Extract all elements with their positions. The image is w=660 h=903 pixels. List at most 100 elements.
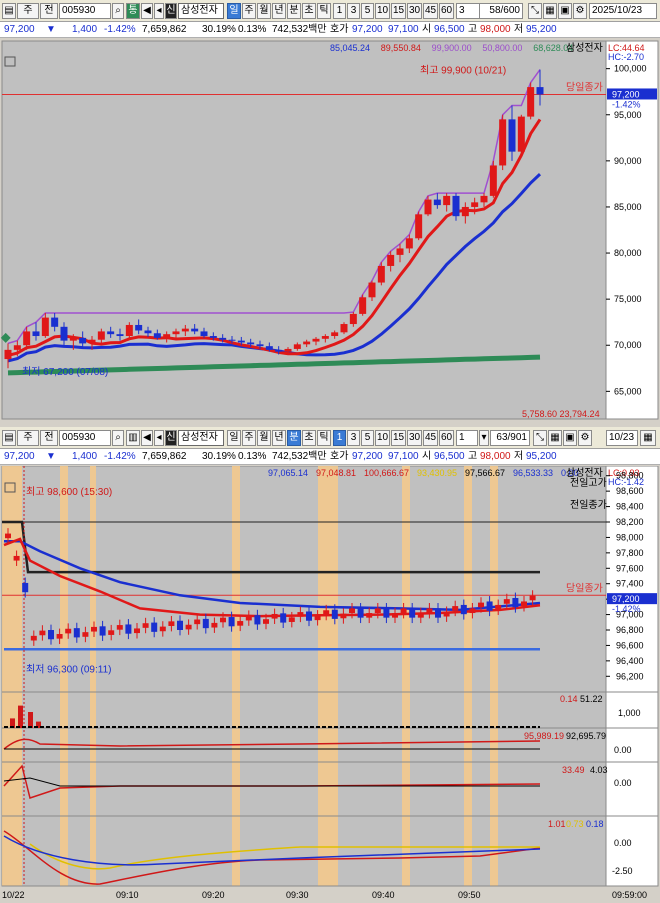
down-icon[interactable]: ▾ — [479, 430, 489, 446]
quote-volume: 7,659,862 — [142, 451, 187, 462]
period-tick[interactable]: 틱 — [317, 430, 331, 446]
prev-close-label: 당일종가 — [566, 81, 603, 93]
interval-1[interactable]: 1 — [333, 3, 346, 19]
ind1-red-line — [3, 738, 541, 750]
code-input[interactable]: 005930 — [59, 430, 111, 446]
sub-select[interactable]: 전 — [40, 3, 58, 19]
interval-30[interactable]: 30 — [407, 3, 422, 19]
zoom-icon[interactable]: ⤡ — [533, 430, 547, 446]
candle-body — [396, 248, 404, 255]
candle-body — [168, 621, 175, 626]
code-input[interactable]: 005930 — [59, 3, 111, 19]
menu-icon[interactable]: ▤ — [2, 430, 16, 446]
quote-ask: 97,100 — [388, 24, 419, 35]
settings-icon[interactable]: ⚙ — [573, 3, 587, 19]
interval-45[interactable]: 45 — [423, 3, 438, 19]
candle-body — [349, 608, 355, 614]
interval-60[interactable]: 60 — [439, 430, 454, 446]
period-second[interactable]: 초 — [302, 430, 316, 446]
quote-low: 95,200 — [526, 451, 557, 462]
market-select[interactable]: 주 — [17, 430, 39, 446]
interval-10[interactable]: 10 — [375, 430, 390, 446]
candle-body — [228, 339, 236, 341]
search-icon[interactable]: ⌕ — [112, 3, 124, 19]
interval-15[interactable]: 15 — [391, 3, 406, 19]
sub-select[interactable]: 전 — [40, 430, 58, 446]
prev-icon[interactable]: ◂ — [154, 3, 164, 19]
period-day[interactable]: 일 — [227, 430, 241, 446]
interval-60[interactable]: 60 — [439, 3, 454, 19]
interval-15[interactable]: 15 — [391, 430, 406, 446]
sound-icon[interactable]: ◀ — [141, 430, 153, 446]
settings-icon[interactable]: ⚙ — [578, 430, 592, 446]
interval-1[interactable]: 1 — [333, 430, 346, 446]
period-year[interactable]: 년 — [272, 430, 286, 446]
date-field[interactable]: 2025/10/23 — [589, 3, 657, 19]
sound-icon[interactable]: ◀ — [141, 3, 153, 19]
candle-body — [108, 630, 115, 635]
group-button[interactable]: 통 — [126, 3, 140, 19]
save-icon[interactable]: ▣ — [563, 430, 577, 446]
top-toolbar: ▤ 주 전 005930 ⌕ 통 ◀ ◂ 신 삼성전자 일 주 월 년 분 초 … — [0, 0, 660, 22]
candle-body — [460, 604, 467, 615]
minute-candle-chart[interactable]: 97,065.14 97,048.81 100,666.67 93,430.95 97,… — [0, 466, 660, 903]
time-band — [2, 466, 22, 886]
candle-body — [142, 623, 149, 628]
period-minute[interactable]: 분 — [287, 3, 301, 19]
y-tick-label: 65,000 — [614, 386, 642, 396]
interval-30[interactable]: 30 — [407, 430, 422, 446]
interval-5[interactable]: 5 — [361, 3, 374, 19]
search-icon[interactable]: ⌕ — [112, 430, 124, 446]
interval-10[interactable]: 10 — [375, 3, 390, 19]
period-tick[interactable]: 틱 — [317, 3, 331, 19]
ind2-legend-2: 4.03 — [590, 765, 608, 775]
period-week[interactable]: 주 — [242, 3, 256, 19]
candle-body — [321, 336, 329, 339]
legend-stock-name: 삼성전자 — [566, 467, 603, 479]
link-icon[interactable]: ▥ — [126, 430, 140, 446]
quote-price: 97,200 — [4, 24, 35, 35]
y-tick-label: 98,600 — [616, 486, 644, 496]
save-icon[interactable]: ▣ — [558, 3, 572, 19]
zoom-icon[interactable]: ⤡ — [528, 3, 542, 19]
candle-body — [536, 87, 544, 95]
date-field[interactable]: 10/23 — [606, 430, 638, 446]
period-month[interactable]: 월 — [257, 3, 271, 19]
candle-body — [135, 324, 143, 331]
low-marker: 최저 96,300 (09:11) — [26, 664, 112, 676]
candle-body — [151, 622, 158, 632]
legend-value: 89,550.84 — [381, 43, 421, 53]
ind3-legend-3: 0.18 — [586, 819, 604, 829]
candle-body — [312, 338, 320, 342]
legend-value: 97,566.67 — [465, 468, 505, 478]
candle-body — [228, 617, 235, 627]
menu-icon[interactable]: ▤ — [2, 3, 16, 19]
period-minute[interactable]: 분 — [287, 430, 301, 446]
quote-open-label: 시 — [422, 24, 432, 35]
interval-3[interactable]: 3 — [347, 430, 360, 446]
candle-body — [284, 348, 292, 352]
interval-45[interactable]: 45 — [423, 430, 438, 446]
calendar-icon[interactable]: ▦ — [640, 430, 656, 446]
daily-candle-chart[interactable]: 85,045.24 89,550.84 99,900.00 50,800.00 68,6… — [0, 39, 660, 426]
period-month[interactable]: 월 — [257, 430, 271, 446]
market-select[interactable]: 주 — [17, 3, 39, 19]
ind3-legend-2: 0.73 — [566, 819, 584, 829]
prev-icon[interactable]: ◂ — [154, 430, 164, 446]
count-select[interactable]: 1 — [456, 430, 478, 446]
grid-icon[interactable]: ▦ — [548, 430, 562, 446]
candle-body — [211, 622, 218, 628]
quote-vol-ratio: 0.13% — [238, 24, 267, 35]
period-year[interactable]: 년 — [272, 3, 286, 19]
period-day[interactable]: 일 — [227, 3, 241, 19]
candle-body — [200, 331, 208, 337]
interval-3[interactable]: 3 — [347, 3, 360, 19]
interval-5[interactable]: 5 — [361, 430, 374, 446]
grid-icon[interactable]: ▦ — [543, 3, 557, 19]
period-week[interactable]: 주 — [242, 430, 256, 446]
candle-body — [443, 195, 451, 206]
candle-body — [340, 613, 347, 619]
period-second[interactable]: 초 — [302, 3, 316, 19]
candle-body — [185, 624, 192, 630]
y-axis-panel — [605, 40, 659, 420]
